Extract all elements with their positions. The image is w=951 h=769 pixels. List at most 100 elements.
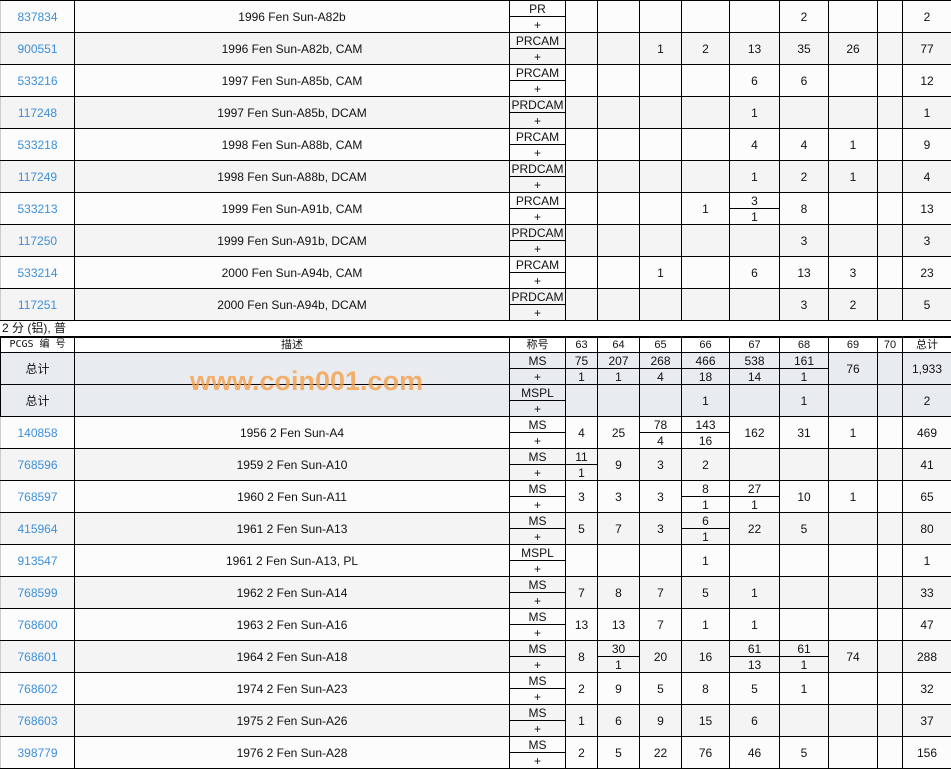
pcgs-number-link[interactable]: 768597: [1, 481, 75, 513]
header-pcgs-number: PCGS 编 号: [1, 338, 75, 353]
header-total: 总计: [903, 338, 951, 353]
pop-63: [566, 193, 598, 225]
header-65: 65: [640, 338, 682, 353]
grade-plus-label: +: [510, 561, 566, 577]
pop-63: 2: [566, 737, 598, 769]
pop-67: 6: [730, 705, 780, 737]
pop-65: [640, 289, 682, 321]
pcgs-number-link[interactable]: 837834: [1, 1, 75, 33]
grade-label: MS: [510, 449, 566, 465]
pop-63: 2: [566, 673, 598, 705]
pop-66: 8: [682, 673, 730, 705]
grade-plus-label: +: [510, 497, 566, 513]
pop-67-plus: 14: [730, 369, 780, 385]
description: 2000 Fen Sun-A94b, DCAM: [75, 289, 510, 321]
pcgs-number-link[interactable]: 768603: [1, 705, 75, 737]
pop-68: 31: [780, 417, 829, 449]
pop-66-plus: 18: [682, 369, 730, 385]
pop-64: 5: [598, 737, 640, 769]
pcgs-number-link[interactable]: 533214: [1, 257, 75, 289]
pcgs-number-link[interactable]: 768596: [1, 449, 75, 481]
pop-66: 8: [682, 481, 730, 497]
pop-67: 6: [730, 257, 780, 289]
pop-66: [682, 161, 730, 193]
pop-68: 4: [780, 129, 829, 161]
grade-label: PRCAM: [510, 65, 566, 81]
pop-64-plus: 1: [598, 369, 640, 385]
pop-70: [878, 1, 903, 33]
pcgs-number-link[interactable]: 533213: [1, 193, 75, 225]
pcgs-number-link[interactable]: 533216: [1, 65, 75, 97]
population-table: PCGS 编 号 描述 称号 63 64 65 66 67 68 69 70 总…: [0, 337, 951, 769]
row-total: 32: [903, 673, 951, 705]
pop-65: [640, 1, 682, 33]
pop-64: 30: [598, 641, 640, 657]
grade-label: PRDCAM: [510, 225, 566, 241]
pop-70: [878, 417, 903, 449]
header-66: 66: [682, 338, 730, 353]
pop-63: [566, 33, 598, 65]
pcgs-number-link[interactable]: 117250: [1, 225, 75, 257]
pcgs-number-link[interactable]: 398779: [1, 737, 75, 769]
pop-69: [829, 577, 878, 609]
pop-66: 5: [682, 577, 730, 609]
header-70: 70: [878, 338, 903, 353]
pop-66: [682, 225, 730, 257]
pop-67: 538: [730, 353, 780, 369]
pop-63: [566, 97, 598, 129]
pop-64: 3: [598, 481, 640, 513]
row-total: 65: [903, 481, 951, 513]
pop-68: 161: [780, 353, 829, 369]
description: 1998 Fen Sun-A88b, DCAM: [75, 161, 510, 193]
section-title: 2 分 (铝), 普: [0, 321, 951, 337]
pop-70: [878, 385, 903, 417]
pop-65: 3: [640, 481, 682, 513]
description: 1961 2 Fen Sun-A13: [75, 513, 510, 545]
row-total: 47: [903, 609, 951, 641]
pop-65: 7: [640, 577, 682, 609]
pop-67: 27: [730, 481, 780, 497]
pcgs-number-link[interactable]: 533218: [1, 129, 75, 161]
pcgs-number-link[interactable]: 913547: [1, 545, 75, 577]
pcgs-number-link[interactable]: 768601: [1, 641, 75, 673]
pop-63: 8: [566, 641, 598, 673]
pop-68: 35: [780, 33, 829, 65]
pop-67: 1: [730, 161, 780, 193]
pop-64: 25: [598, 417, 640, 449]
pop-70: [878, 33, 903, 65]
pcgs-number-link[interactable]: 900551: [1, 33, 75, 65]
pcgs-number-link[interactable]: 768599: [1, 577, 75, 609]
pop-68: 2: [780, 161, 829, 193]
pop-67: 5: [730, 673, 780, 705]
header-grade: 称号: [510, 338, 566, 353]
pop-65: [640, 97, 682, 129]
pop-66: [682, 289, 730, 321]
grade-plus-label: +: [510, 177, 566, 193]
pop-68-plus: 1: [780, 369, 829, 385]
description: 1999 Fen Sun-A91b, DCAM: [75, 225, 510, 257]
description: 1996 Fen Sun-A82b, CAM: [75, 33, 510, 65]
pop-66: [682, 65, 730, 97]
row-total: 156: [903, 737, 951, 769]
pcgs-number-link[interactable]: 117248: [1, 97, 75, 129]
pcgs-number-link[interactable]: 140858: [1, 417, 75, 449]
pcgs-number-link[interactable]: 768600: [1, 609, 75, 641]
pcgs-number-link[interactable]: 768602: [1, 673, 75, 705]
pop-63: [566, 289, 598, 321]
pop-67: 22: [730, 513, 780, 545]
pop-69: 1: [829, 481, 878, 513]
pop-69: 3: [829, 257, 878, 289]
pcgs-number-link[interactable]: 415964: [1, 513, 75, 545]
pcgs-number-link[interactable]: 117251: [1, 289, 75, 321]
pop-63: [566, 1, 598, 33]
pop-69: [829, 673, 878, 705]
pop-70: [878, 545, 903, 577]
pop-65: 5: [640, 673, 682, 705]
row-total: 5: [903, 289, 951, 321]
pop-63: 1: [566, 705, 598, 737]
pop-70: [878, 257, 903, 289]
pcgs-number-link[interactable]: 117249: [1, 161, 75, 193]
